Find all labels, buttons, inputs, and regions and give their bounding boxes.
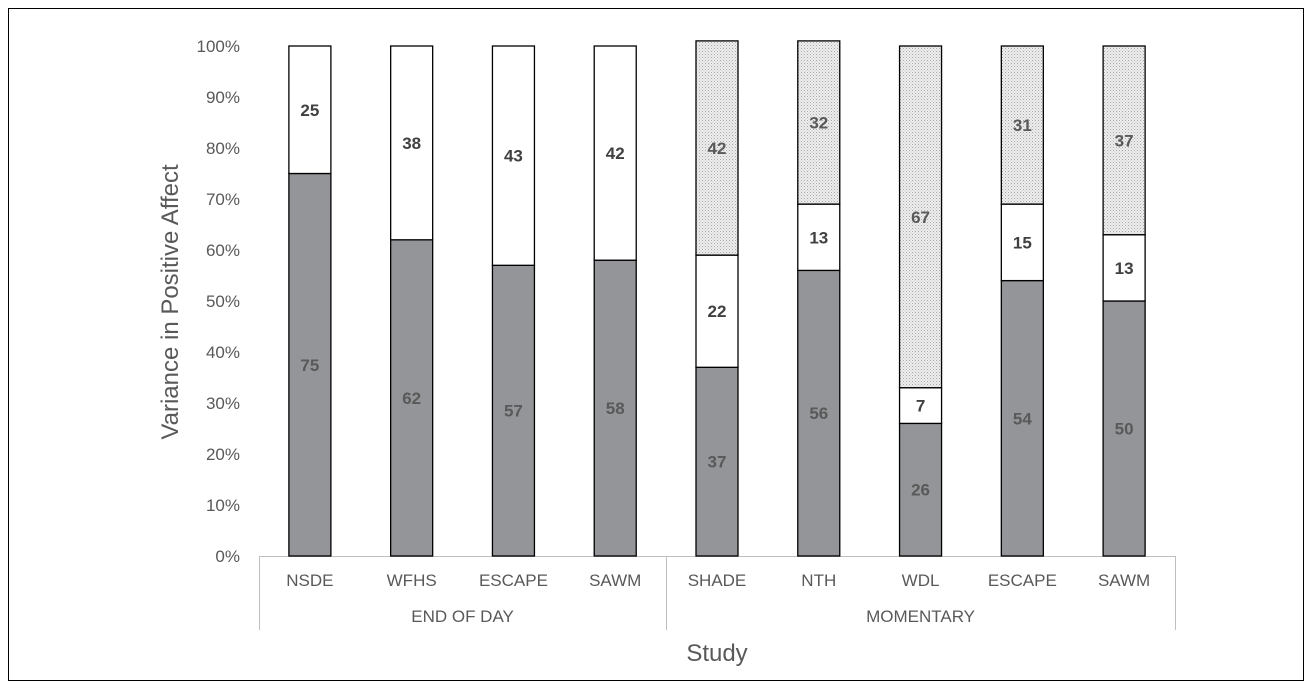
data-label: 37 [708, 453, 727, 472]
bar-segment [797, 40, 841, 205]
y-tick-label: 60% [206, 241, 240, 260]
data-label: 38 [402, 134, 421, 153]
data-label: 42 [708, 139, 727, 158]
y-tick-label: 30% [206, 394, 240, 413]
bar-segment [288, 172, 332, 557]
data-label: 50 [1115, 420, 1134, 439]
bar-segment [390, 239, 434, 557]
data-label: 32 [809, 114, 828, 133]
chart-frame [8, 8, 1304, 681]
bar-segment [491, 45, 536, 266]
x-category-label: WDL [902, 571, 940, 590]
x-group-label: END OF DAY [411, 607, 514, 626]
bar-segment [1102, 45, 1146, 236]
bar-segment [1000, 203, 1044, 282]
bar-segment [797, 203, 841, 272]
data-label: 54 [1013, 409, 1032, 428]
data-label: 62 [402, 389, 421, 408]
data-label: 42 [606, 144, 625, 163]
x-category-label: ESCAPE [479, 571, 548, 590]
x-axis-title: Study [686, 640, 747, 667]
x-category-label: SAWM [589, 571, 641, 590]
bar-segment [1102, 234, 1146, 302]
y-axis-title: Variance in Positive Affect [157, 164, 184, 440]
data-label: 25 [300, 101, 319, 120]
x-category-label: NSDE [286, 571, 333, 590]
data-label: 13 [1115, 259, 1134, 278]
x-group-label: MOMENTARY [866, 607, 975, 626]
y-tick-label: 0% [215, 547, 240, 566]
y-tick-label: 90% [206, 88, 240, 107]
bar-segment [695, 254, 739, 368]
y-tick-label: 80% [206, 139, 240, 158]
data-labels: 75 25 62 38 57 43 58 42 37 22 42 56 13 32 26 7 67 54 15 31 5… [300, 101, 1133, 500]
x-category-label: SHADE [688, 571, 747, 590]
bar-segment [390, 45, 434, 241]
data-label: 75 [300, 356, 319, 375]
data-label: 26 [911, 481, 930, 500]
y-tick-label: 20% [206, 445, 240, 464]
data-label: 57 [504, 402, 523, 421]
x-category-label: NTH [801, 571, 836, 590]
data-label: 13 [809, 228, 828, 247]
bar-segment [1000, 45, 1044, 205]
y-tick-label: 10% [206, 496, 240, 515]
y-tick-label: 50% [206, 292, 240, 311]
x-category-label: ESCAPE [988, 571, 1057, 590]
y-tick-label: 40% [206, 343, 240, 362]
bar-segment [1102, 300, 1146, 557]
bar-segment [695, 40, 739, 256]
bar-segment [593, 45, 637, 261]
data-label: 22 [708, 302, 727, 321]
data-label: 43 [504, 147, 523, 166]
data-label: 58 [606, 399, 625, 418]
x-category-label: WFHS [387, 571, 437, 590]
data-label: 15 [1013, 233, 1032, 252]
bar-segment [288, 45, 332, 175]
data-label: 31 [1013, 116, 1032, 135]
bar-segment [797, 269, 841, 557]
data-label: 56 [809, 404, 828, 423]
data-label: 37 [1115, 131, 1134, 150]
y-tick-label: 70% [206, 190, 240, 209]
data-label: 7 [916, 397, 925, 416]
bar-segment [898, 45, 943, 389]
bar-segment [898, 387, 943, 425]
y-tick-label: 100% [197, 37, 240, 56]
bars [288, 40, 1146, 557]
data-label: 67 [911, 208, 930, 227]
x-category-label: SAWM [1098, 571, 1150, 590]
bar-segment [491, 264, 536, 557]
bar-segment [593, 259, 637, 557]
